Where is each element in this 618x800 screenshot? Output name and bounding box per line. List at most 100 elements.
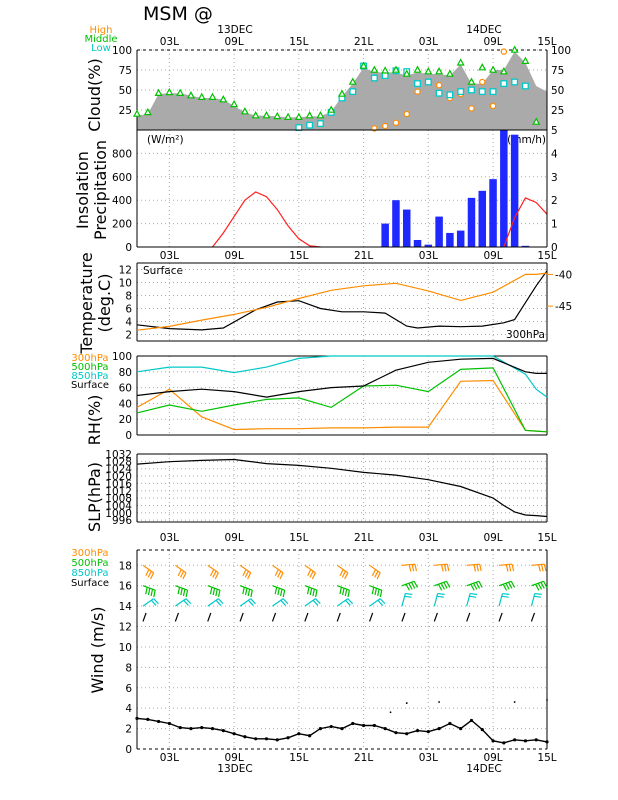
wind-barb-feather [538, 564, 541, 572]
wind-legend-sfc: Surface [71, 578, 109, 589]
cloud-low-marker [316, 120, 324, 128]
wind-surface-point [415, 729, 420, 733]
wind-barb-feather [277, 570, 282, 578]
precip-right-tick: 1 [551, 219, 558, 231]
wind-surface-point [232, 732, 236, 736]
wind-barb-feather [339, 569, 344, 577]
wind-barb-feather [306, 587, 310, 595]
rh-850hpa-line [136, 355, 548, 398]
wind-surface-point [513, 738, 517, 742]
cloud-high-marker [392, 119, 400, 127]
wind-barb-feather [472, 582, 478, 590]
wind-barb-feather [505, 582, 510, 590]
wind-surface-point [502, 741, 506, 745]
wind-barb-feather [405, 592, 413, 595]
wind-barb-staff [142, 598, 154, 607]
wind-barb-feather [282, 598, 289, 605]
wind-barb-staff [433, 612, 438, 622]
wind-barb-feather [315, 598, 321, 605]
wind-ytick: 10 [119, 642, 132, 654]
wind-barb-staff [499, 563, 513, 566]
wind-ytick: 2 [125, 724, 132, 736]
cloud-high-marker [468, 105, 475, 112]
wind-barb-feather [247, 572, 252, 580]
slp-ytick: 1028 [105, 456, 132, 468]
wind-ytick: 16 [119, 581, 133, 593]
date-label-bottom-1: 13DEC [217, 763, 252, 775]
wind-barb-feather [501, 595, 509, 598]
cloud-low-marker [446, 91, 454, 99]
top-time-tick: 15L [537, 36, 556, 48]
wind-surface-line [136, 717, 548, 744]
wind-surface-point [459, 726, 463, 731]
slp-ytick: 1008 [105, 493, 132, 505]
wind-surface-point [394, 731, 398, 735]
wind-barb-feather [145, 587, 148, 595]
bottom-time-tick: 03L [160, 752, 179, 764]
rh-300hpa-line [136, 379, 548, 433]
wind-dot [438, 701, 441, 703]
wind-barb-feather [543, 580, 548, 588]
wind-barb-feather [244, 588, 248, 596]
wind-barb-staff [434, 580, 447, 587]
cloud-middle-marker [219, 95, 228, 103]
wind-surface-point [340, 726, 344, 731]
wind-barb-staff [498, 593, 503, 607]
temp-ylabel: Temperature [77, 252, 96, 354]
temp-ytick: 10 [119, 278, 132, 290]
cloud-right-tick: 100 [551, 45, 571, 57]
wind-barb-staff [239, 585, 253, 591]
cloud-middle-marker [294, 112, 303, 120]
wind-barb-staff [272, 585, 285, 591]
temp-surface-line [136, 270, 548, 331]
wind-surface-point [146, 717, 150, 722]
wind-barb-staff [401, 612, 406, 622]
wind-barb-feather [215, 589, 218, 597]
wind-barb-feather [185, 590, 189, 598]
wind-barb-feather [210, 569, 215, 577]
cloud-middle-marker [197, 92, 206, 100]
cloud-low-marker [370, 74, 378, 82]
wind-barb-feather [309, 570, 314, 578]
wind-barb-feather [414, 564, 418, 572]
date-label-top-2: 14DEC [466, 24, 501, 36]
slp-time-tick: 03L [160, 532, 179, 544]
wind-ylabel: Wind (m/s) [88, 606, 107, 693]
wind-barb-feather [440, 582, 445, 590]
precip-right-tick: 5 [551, 125, 558, 137]
rh-legend-500: 500hPa [71, 362, 108, 373]
wind-barb-feather [436, 595, 444, 598]
wind-barb-staff [304, 612, 309, 622]
precip-bar [413, 239, 422, 247]
slp-time-tick: 09L [483, 532, 502, 544]
cloud-middle-marker [489, 65, 498, 73]
top-time-tick: 03L [419, 36, 438, 48]
wind-barb-staff [175, 585, 188, 591]
wind-barb-feather [279, 589, 283, 597]
precip-bar [456, 230, 465, 247]
cloud-middle-marker [143, 107, 152, 116]
rh-ytick: 0 [125, 430, 132, 442]
precip-bar [392, 200, 400, 247]
chart-title: MSM @ [143, 3, 213, 25]
wind-barb-staff [304, 564, 316, 574]
cloud-middle-marker [132, 109, 142, 117]
wind-barb-staff [337, 585, 350, 591]
precip-right-tick: 2 [551, 195, 558, 207]
wind-barb-staff [272, 598, 284, 607]
insolation-ylabel: Insolation [73, 151, 92, 229]
wind-barb-staff [531, 580, 544, 587]
wind-barb-feather [149, 572, 155, 580]
wind-barb-feather [179, 570, 185, 578]
slp-ytick: 1012 [105, 486, 132, 498]
wind-barb-feather [150, 599, 157, 606]
slp-ytick: 1032 [105, 449, 132, 461]
wind-barb-staff [336, 598, 349, 607]
wind-barb-feather [214, 572, 219, 580]
wind-barb-feather [182, 572, 187, 580]
wind-barb-staff [239, 612, 244, 622]
insol-time-tick: 03L [160, 250, 179, 262]
wind-barb-feather [377, 599, 384, 606]
rh-ytick: 100 [112, 351, 132, 363]
slp-time-tick: 03L [419, 532, 438, 544]
